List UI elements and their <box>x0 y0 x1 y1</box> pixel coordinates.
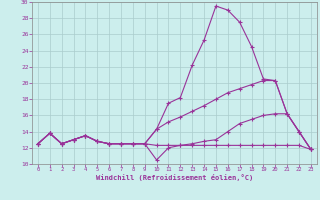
X-axis label: Windchill (Refroidissement éolien,°C): Windchill (Refroidissement éolien,°C) <box>96 174 253 181</box>
